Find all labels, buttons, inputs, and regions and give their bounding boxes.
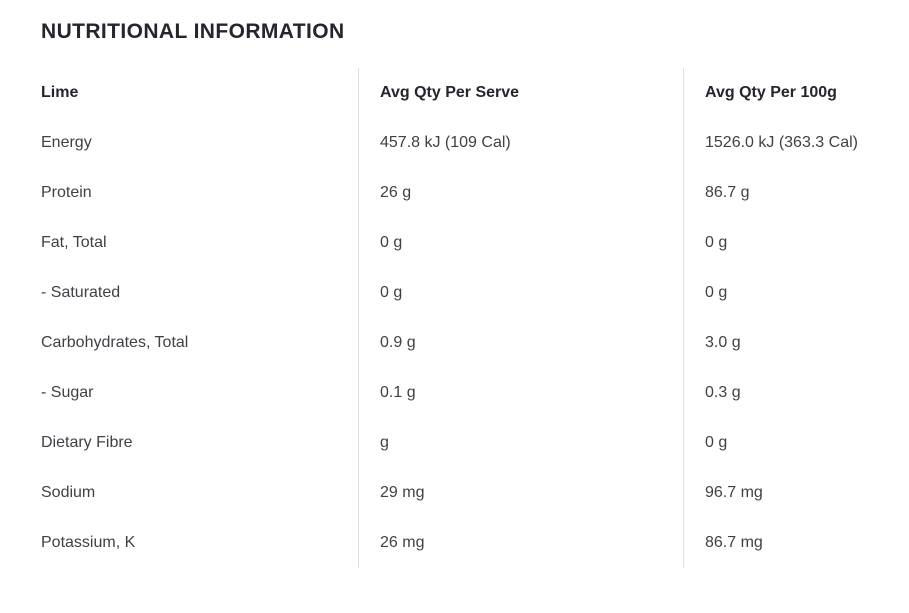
column-header-per-100g: Avg Qty Per 100g bbox=[683, 68, 909, 118]
page-title: NUTRITIONAL INFORMATION bbox=[41, 20, 345, 43]
row-label: Energy bbox=[41, 134, 92, 151]
value-per-100g: 0 g bbox=[683, 218, 909, 268]
value-per-serve: 26 mg bbox=[358, 518, 683, 568]
value-per-serve: 26 g bbox=[358, 168, 683, 218]
row-label: - Sugar bbox=[41, 384, 94, 401]
row-label: Fat, Total bbox=[41, 234, 107, 251]
value-per-serve: 0.1 g bbox=[358, 368, 683, 418]
value-per-serve: g bbox=[358, 418, 683, 468]
value-per-100g: 0 g bbox=[683, 418, 909, 468]
row-label: Sodium bbox=[41, 484, 96, 501]
value-per-serve: 457.8 kJ (109 Cal) bbox=[358, 118, 683, 168]
value-per-serve: 0 g bbox=[358, 218, 683, 268]
column-header-product: Lime bbox=[41, 84, 79, 101]
row-label: Carbohydrates, Total bbox=[41, 334, 189, 351]
value-per-100g: 96.7 mg bbox=[683, 468, 909, 518]
column-header-per-serve: Avg Qty Per Serve bbox=[358, 68, 683, 118]
value-per-100g: 86.7 g bbox=[683, 168, 909, 218]
row-label: Potassium, K bbox=[41, 534, 136, 551]
value-per-100g: 3.0 g bbox=[683, 318, 909, 368]
value-per-100g: 0 g bbox=[683, 268, 909, 318]
value-per-100g: 0.3 g bbox=[683, 368, 909, 418]
value-per-serve: 0.9 g bbox=[358, 318, 683, 368]
row-label: Protein bbox=[41, 184, 92, 201]
row-label: Dietary Fibre bbox=[41, 434, 133, 451]
value-per-serve: 29 mg bbox=[358, 468, 683, 518]
value-per-100g: 86.7 mg bbox=[683, 518, 909, 568]
nutrition-table: Lime Avg Qty Per Serve Avg Qty Per 100g … bbox=[0, 68, 909, 568]
row-label: - Saturated bbox=[41, 284, 121, 301]
value-per-100g: 1526.0 kJ (363.3 Cal) bbox=[683, 118, 909, 168]
value-per-serve: 0 g bbox=[358, 268, 683, 318]
